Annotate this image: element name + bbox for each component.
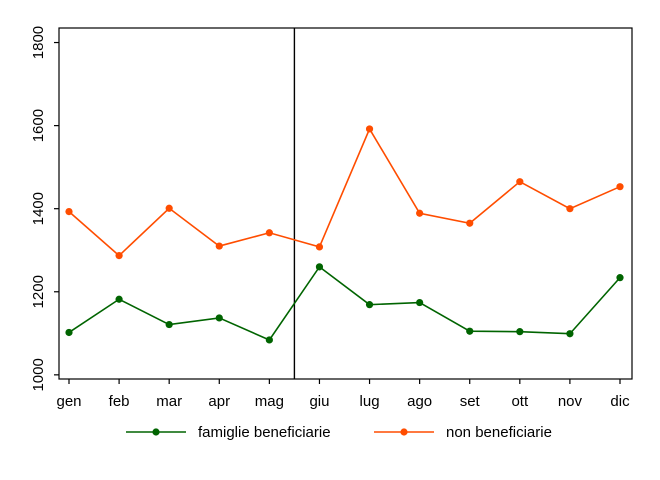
plot-border — [58, 27, 633, 380]
x-tick-label: dic — [610, 393, 630, 410]
data-point — [466, 219, 474, 227]
data-point — [315, 243, 324, 251]
data-point — [566, 330, 574, 338]
x-tick-label: gen — [56, 393, 81, 410]
data-point — [566, 205, 574, 213]
legend-item: non beneficiarie — [374, 424, 552, 441]
series-layer — [65, 125, 624, 344]
x-tick-label: lug — [360, 393, 380, 410]
data-point — [215, 314, 223, 322]
data-point — [65, 208, 73, 216]
data-point — [115, 252, 123, 260]
data-point — [516, 328, 524, 336]
data-point — [165, 320, 173, 329]
x-tick-label: mar — [156, 393, 182, 410]
y-tick-label: 1800 — [30, 26, 47, 59]
data-point — [265, 336, 273, 344]
data-point — [265, 229, 273, 237]
x-tick-label: ago — [407, 393, 432, 410]
data-point — [165, 204, 173, 212]
legend-marker — [400, 428, 408, 436]
plot-area — [58, 27, 633, 380]
x-tick-label: mag — [255, 393, 284, 410]
series-famiglie-beneficiarie — [65, 263, 624, 344]
data-point — [416, 209, 424, 217]
y-tick-label: 1200 — [30, 275, 47, 308]
legend-label: famiglie beneficiarie — [198, 424, 331, 441]
x-tick-label: feb — [109, 393, 130, 410]
data-point — [516, 178, 524, 186]
data-point — [115, 295, 123, 303]
x-tick-label: ott — [511, 393, 529, 410]
data-point — [365, 301, 374, 309]
series-line — [68, 127, 621, 257]
x-tick-label: giu — [309, 393, 329, 410]
data-point — [616, 183, 624, 191]
y-tick-label: 1600 — [30, 109, 47, 142]
legend-item: famiglie beneficiarie — [126, 424, 331, 441]
x-tick-label: nov — [558, 393, 583, 410]
x-tick-label: apr — [208, 393, 230, 410]
y-tick-label: 1000 — [30, 358, 47, 391]
data-point — [416, 298, 424, 307]
y-tick-label: 1400 — [30, 192, 47, 225]
legend: famiglie beneficiarie non beneficiarie — [126, 424, 552, 441]
legend-marker — [152, 428, 160, 436]
x-axis: gen feb mar apr mag giu lug ago set ott nov dic — [56, 379, 630, 410]
x-tick-label: set — [460, 393, 481, 410]
data-point — [315, 263, 324, 271]
data-point — [466, 327, 474, 335]
series-line — [68, 265, 621, 341]
data-point — [215, 242, 223, 250]
data-point — [616, 274, 624, 282]
data-point — [365, 125, 374, 133]
y-axis: 1000 1200 1400 1600 1800 — [30, 26, 59, 392]
legend-label: non beneficiarie — [446, 424, 552, 441]
series-non-beneficiarie — [65, 125, 624, 260]
data-point — [65, 328, 73, 337]
